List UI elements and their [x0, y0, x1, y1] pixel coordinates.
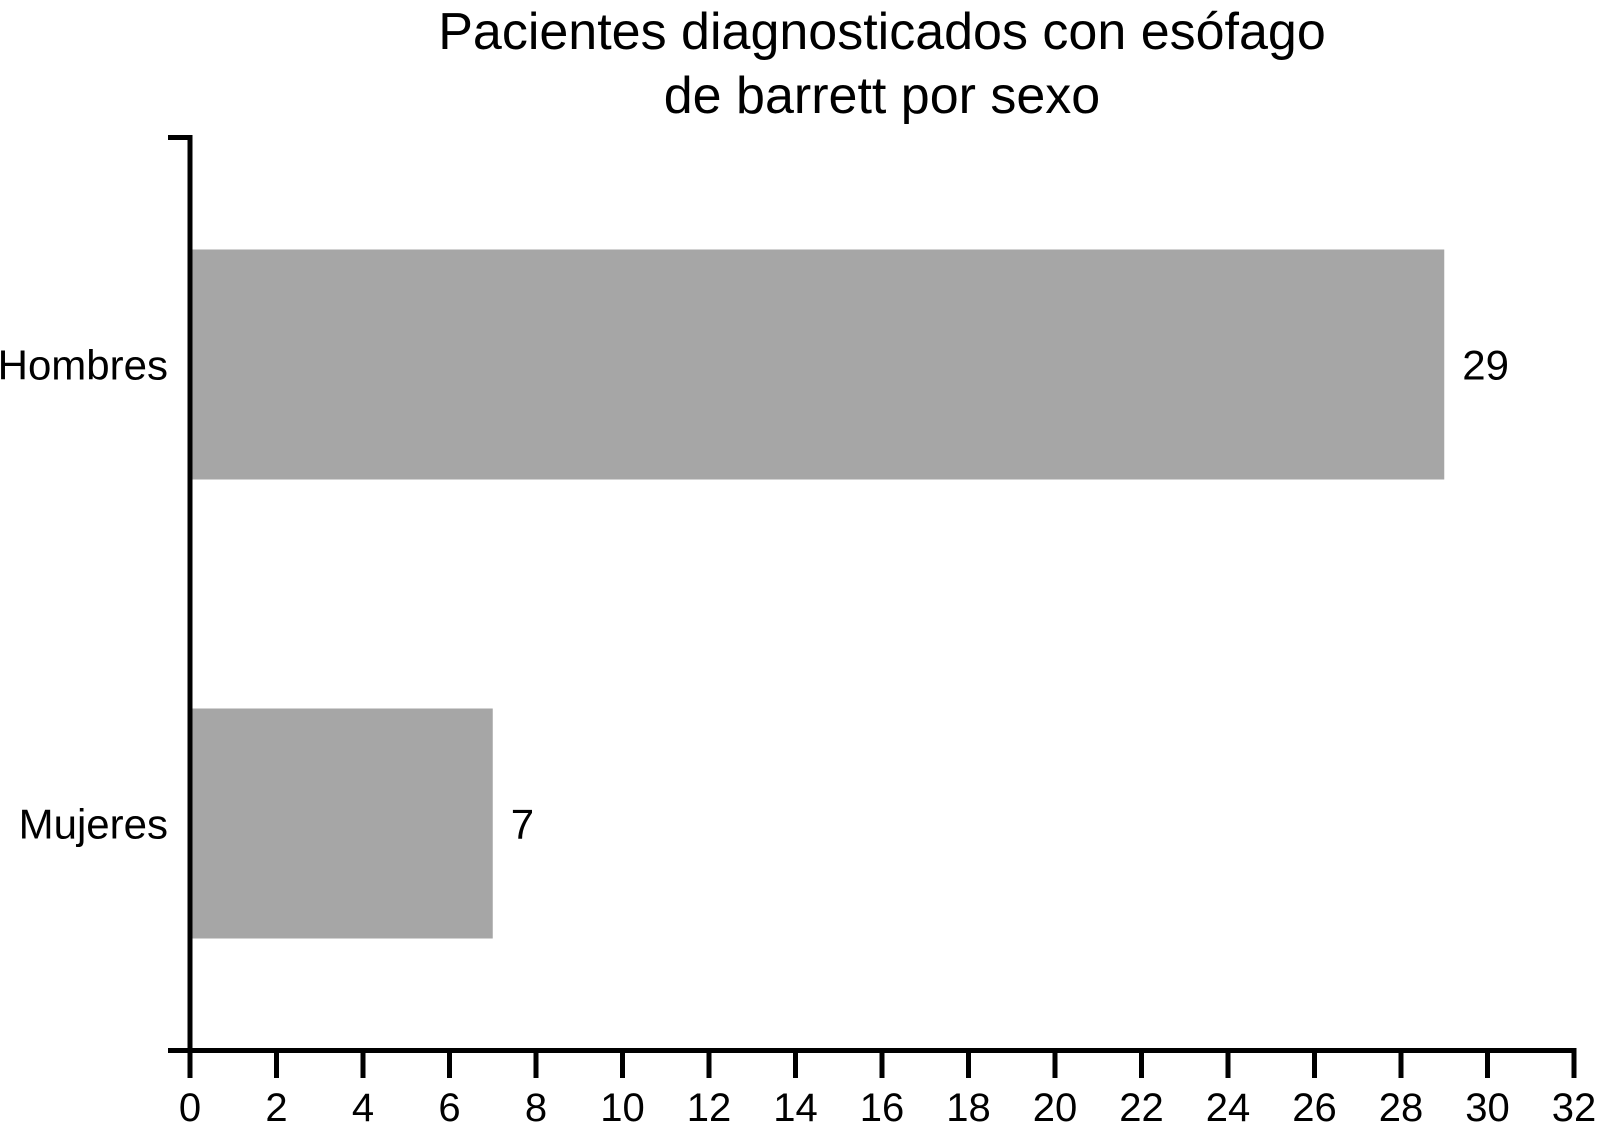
chart-title-line-2: de barrett por sexo: [663, 67, 1101, 125]
x-axis-tick-label-14: 14: [773, 1086, 818, 1130]
category-label-hombres: Hombres: [0, 342, 168, 389]
x-axis-tick-label-4: 4: [352, 1086, 374, 1130]
x-axis-tick-label-16: 16: [860, 1086, 905, 1130]
x-axis-tick-label-26: 26: [1292, 1086, 1337, 1130]
x-axis-tick-label-12: 12: [687, 1086, 732, 1130]
chart-title-line-1: Pacientes diagnosticados con esófago: [438, 3, 1326, 61]
x-axis-tick-label-28: 28: [1379, 1086, 1424, 1130]
x-axis-tick-label-8: 8: [525, 1086, 547, 1130]
x-axis-tick-label-0: 0: [179, 1086, 201, 1130]
x-axis-tick-label-2: 2: [265, 1086, 287, 1130]
x-axis-tick-label-30: 30: [1465, 1086, 1510, 1130]
bar-mujeres: [190, 708, 493, 939]
x-axis-tick-label-6: 6: [438, 1086, 460, 1130]
chart-title: Pacientes diagnosticados con esófago de …: [190, 0, 1574, 128]
x-axis-tick-label-32: 32: [1552, 1086, 1597, 1130]
value-label-hombres: 29: [1462, 342, 1509, 389]
x-axis-tick-label-10: 10: [600, 1086, 645, 1130]
x-axis-tick-label-22: 22: [1119, 1086, 1164, 1130]
bar-hombres: [190, 249, 1445, 480]
x-axis-tick-label-24: 24: [1206, 1086, 1251, 1130]
x-axis-tick-label-20: 20: [1033, 1086, 1078, 1130]
value-label-mujeres: 7: [511, 801, 534, 848]
x-axis-tick-label-18: 18: [946, 1086, 991, 1130]
category-label-mujeres: Mujeres: [19, 801, 168, 848]
